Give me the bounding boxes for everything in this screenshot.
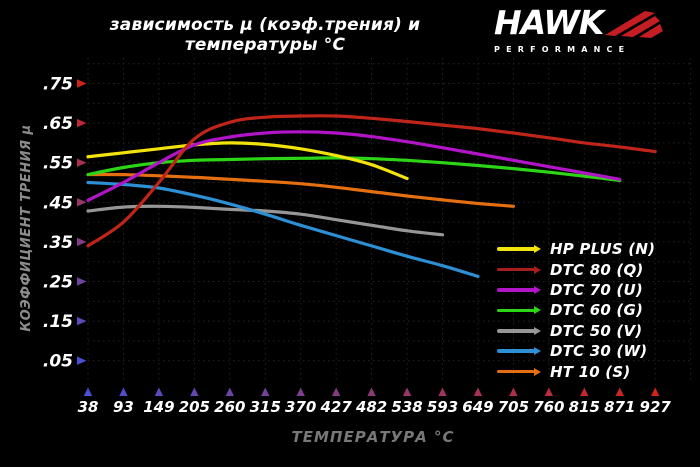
y-tick-label: .65 <box>43 114 73 134</box>
y-tick-arrow <box>77 237 87 247</box>
chart-legend: HP PLUS (N) DTC 80 (Q) DTC 70 (U) DTC 60 (G… <box>497 239 655 382</box>
x-tick-label: 593 <box>427 398 458 416</box>
x-tick-label: 538 <box>391 398 422 416</box>
x-tick-arrow <box>544 387 554 396</box>
hawk-logo: HAWK PERFORMANCE <box>494 3 690 54</box>
y-tick-label: .25 <box>43 273 73 293</box>
x-tick-arrow <box>651 387 660 396</box>
x-tick-label: 705 <box>498 398 529 416</box>
x-tick-label: 315 <box>250 398 281 416</box>
curve-ht-10-s <box>86 172 515 208</box>
x-tick-arrow <box>615 387 624 396</box>
legend-line-swatch <box>497 267 535 272</box>
x-tick-label: 871 <box>604 398 635 416</box>
y-tick-arrow <box>77 316 87 326</box>
legend-line-swatch <box>497 247 535 251</box>
legend-label: HT 10 (S) <box>550 362 631 381</box>
legend-item-ht-10-s: HT 10 (S) <box>497 361 655 381</box>
y-tick-arrow <box>77 356 87 365</box>
x-tick-label: 760 <box>533 398 564 416</box>
x-tick-arrow <box>509 387 518 396</box>
y-tick-arrow <box>77 198 87 207</box>
x-tick-arrow <box>261 387 270 396</box>
legend-item-dtc-50-v: DTC 50 (V) <box>497 321 655 341</box>
x-tick-arrow <box>331 387 341 396</box>
legend-line-swatch <box>497 369 535 374</box>
legend-arrow-icon <box>534 347 541 356</box>
legend-line-swatch <box>497 349 535 353</box>
legend-line-swatch <box>497 288 535 292</box>
curve-dtc-70-u <box>86 130 622 202</box>
curve-dtc-50-v <box>86 204 445 237</box>
legend-line-swatch <box>497 308 535 313</box>
x-tick-arrow <box>154 387 164 396</box>
y-tick-label: .35 <box>43 233 73 253</box>
x-tick-arrow <box>119 387 128 396</box>
y-tick-arrow <box>77 118 87 128</box>
x-tick-label: 427 <box>319 398 352 416</box>
legend-item-dtc-30-w: DTC 30 (W) <box>497 341 655 361</box>
y-tick-arrow <box>77 79 87 88</box>
y-tick-label: .55 <box>43 154 73 174</box>
legend-label: DTC 70 (U) <box>550 280 643 299</box>
x-tick-label: 370 <box>285 398 316 416</box>
legend-arrow-icon <box>534 367 541 376</box>
x-tick-label: 482 <box>355 398 387 416</box>
hawk-logo-wordmark: HAWK <box>494 3 604 42</box>
x-tick-label: 93 <box>113 398 134 416</box>
legend-label: HP PLUS (N) <box>550 240 656 259</box>
x-tick-label: 260 <box>214 398 245 416</box>
chart-title: зависимость μ (коэф.трения) и температур… <box>109 15 421 55</box>
legend-label: DTC 80 (Q) <box>550 260 644 279</box>
y-tick-label: .45 <box>43 193 73 213</box>
x-tick-arrow <box>438 387 447 396</box>
legend-arrow-icon <box>534 245 541 254</box>
legend-item-dtc-60-g: DTC 60 (G) <box>497 300 655 320</box>
y-axis-title: КОЭФФИЦИЕНТ ТРЕНИЯ μ <box>19 124 34 332</box>
x-tick-arrow <box>473 387 483 396</box>
legend-arrow-icon <box>534 306 541 315</box>
legend-item-hp-plus-n: HP PLUS (N) <box>497 239 655 259</box>
x-tick-label: 38 <box>78 398 99 416</box>
legend-line-swatch <box>497 328 535 333</box>
x-tick-label: 927 <box>640 398 672 416</box>
legend-label: DTC 60 (G) <box>550 301 644 320</box>
x-tick-arrow <box>367 387 376 396</box>
hawk-logo-subtitle: PERFORMANCE <box>494 45 631 54</box>
x-tick-arrow <box>402 387 412 396</box>
x-tick-label: 649 <box>462 398 493 416</box>
x-tick-label: 815 <box>569 398 600 416</box>
legend-arrow-icon <box>534 265 541 274</box>
x-tick-arrow <box>83 387 93 396</box>
x-tick-arrow <box>296 387 305 396</box>
x-axis-title: ТЕМПЕРАТУРА °C <box>291 428 455 446</box>
y-tick-arrow <box>77 277 87 286</box>
y-tick-label: .05 <box>43 352 73 372</box>
x-tick-arrow <box>580 387 589 396</box>
curve-hp-plus-n <box>86 141 409 181</box>
legend-arrow-icon <box>534 326 541 335</box>
legend-label: DTC 50 (V) <box>550 321 643 340</box>
y-tick-label: .15 <box>43 312 73 332</box>
curve-dtc-80-q <box>86 114 657 248</box>
x-tick-arrow <box>225 387 234 396</box>
x-tick-arrow <box>190 387 199 396</box>
legend-item-dtc-70-u: DTC 70 (U) <box>497 280 655 300</box>
x-tick-label: 205 <box>179 398 210 416</box>
y-tick-arrow <box>77 158 87 167</box>
legend-arrow-icon <box>534 285 541 294</box>
y-tick-label: .75 <box>43 75 73 95</box>
legend-label: DTC 30 (W) <box>550 342 648 361</box>
x-tick-label: 149 <box>143 398 174 416</box>
legend-item-dtc-80-q: DTC 80 (Q) <box>497 259 655 279</box>
hawk-wing-icon <box>605 10 667 44</box>
